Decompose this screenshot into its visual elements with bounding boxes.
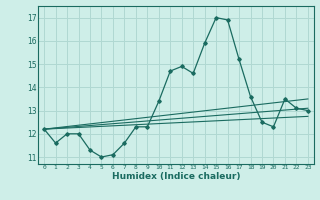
X-axis label: Humidex (Indice chaleur): Humidex (Indice chaleur)	[112, 172, 240, 181]
